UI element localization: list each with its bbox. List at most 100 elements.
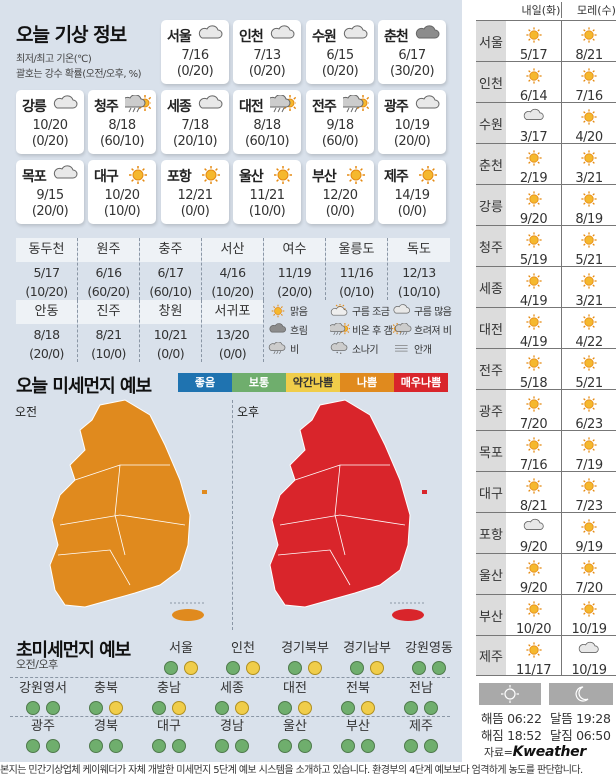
moon-icon <box>575 686 589 702</box>
sun-icon <box>419 166 437 184</box>
city-name: 세종 <box>476 267 506 307</box>
forecast-row: 포항 9/20 9/19 <box>476 512 616 555</box>
pm25-region: 대전 <box>262 680 328 715</box>
moonrise: 달뜸 19:28 <box>550 711 611 726</box>
city-temp: 7/13 <box>253 48 281 63</box>
city-temp: 6/15 <box>326 48 354 63</box>
dark-cloud-icon <box>415 25 440 39</box>
sun-icon <box>202 166 220 184</box>
scale-2: 약간나쁨 <box>286 373 340 392</box>
am-dot <box>26 701 40 715</box>
pm-dot <box>172 701 186 715</box>
city-rain: (0/20) <box>31 134 69 149</box>
sun-outline-icon <box>501 685 519 703</box>
am-dot <box>152 739 166 753</box>
rain-then-clear-icon <box>266 94 298 113</box>
am-dot <box>226 661 240 675</box>
pm25-region: 강원영서 <box>10 680 76 715</box>
city-temp: 9/18 <box>326 118 354 133</box>
forecast-row: 춘천 2/19 3/21 <box>476 143 616 186</box>
am-dot <box>215 701 229 715</box>
am-dot <box>278 739 292 753</box>
pm25-region: 제주 <box>388 718 454 753</box>
am-dot <box>278 701 292 715</box>
city-rain: (0/20) <box>321 64 359 79</box>
sun-icon <box>525 68 542 84</box>
scale-0: 좋음 <box>178 373 232 392</box>
city-name: 청주 <box>94 99 119 115</box>
scale-3: 나쁨 <box>340 373 394 392</box>
city-name: 포항 <box>167 169 192 185</box>
table-cell: 서귀포 13/20 (0/0) <box>202 300 264 362</box>
legend-label: 소나기 <box>352 345 379 356</box>
city-card: 포항 12/21 (0/0) <box>161 160 229 224</box>
dayafter-header: 모레(수) <box>561 2 616 18</box>
city-name: 강릉 <box>22 99 47 115</box>
pm25-title: 초미세먼지 예보 <box>16 640 131 661</box>
city-temp: 11/19 <box>277 265 312 280</box>
city-name: 울산 <box>239 169 264 185</box>
cloud-icon <box>53 165 78 179</box>
city-temp: 8/21 <box>95 327 122 342</box>
cloud-icon <box>198 95 223 109</box>
shower-icon <box>330 341 348 354</box>
fog-icon <box>395 344 408 351</box>
city-card: 대구 10/20 (10/0) <box>88 160 156 224</box>
ulleungdo <box>422 490 427 494</box>
tomorrow-temp: 8/21 <box>519 499 548 514</box>
city-name: 대전 <box>476 308 506 348</box>
city-temp: 9/15 <box>36 188 64 203</box>
sun-icon <box>581 109 597 125</box>
city-name: 포항 <box>476 513 506 553</box>
kweather-logo: Kweather <box>512 744 587 760</box>
pm25-region: 세종 <box>199 680 265 715</box>
clear-then-rain-icon <box>392 322 412 335</box>
tomorrow-temp: 3/17 <box>519 130 548 145</box>
pm25-region: 울산 <box>262 718 328 753</box>
am-dot <box>164 661 178 675</box>
city-card: 강릉 10/20 (0/20) <box>16 90 84 154</box>
sun-icon <box>581 396 597 412</box>
city-card: 춘천 6/17 (30/20) <box>378 20 446 84</box>
city-name: 창원 <box>140 300 201 324</box>
city-rain: (0/20) <box>176 64 214 79</box>
dayafter-temp: 4/20 <box>575 130 603 145</box>
region-name: 세종 <box>220 681 244 696</box>
city-name: 서울 <box>167 29 192 45</box>
dayafter-temp: 5/21 <box>575 253 603 268</box>
city-temp: 10/20 <box>32 118 68 133</box>
pm25-region: 경기남부 <box>334 640 400 675</box>
table-cell: 독도 12/13 (10/10) <box>388 238 450 300</box>
sun-icon <box>581 601 597 617</box>
pm25-region: 광주 <box>10 718 76 753</box>
city-name: 세종 <box>167 99 192 115</box>
sun-icon <box>581 68 597 84</box>
city-name: 원주 <box>78 238 139 262</box>
sun-box <box>479 683 541 705</box>
am-dot <box>341 739 355 753</box>
region-name: 경남 <box>220 719 244 734</box>
region-name: 강원영서 <box>19 681 67 696</box>
city-name: 독도 <box>388 238 450 262</box>
cloud-icon <box>523 108 544 120</box>
table-cell: 동두천 5/17 (10/20) <box>16 238 78 300</box>
sun-icon <box>581 355 597 371</box>
cloud-icon <box>393 303 410 313</box>
moonset: 달짐 06:50 <box>550 728 611 743</box>
legend-item: 흐려져 비 <box>392 322 452 337</box>
city-name: 전주 <box>476 349 506 389</box>
city-temp: 14/19 <box>394 188 430 203</box>
dayafter-temp: 8/19 <box>575 212 603 227</box>
city-card: 울산 11/21 (10/0) <box>233 160 301 224</box>
pm-dot <box>184 661 198 675</box>
note-rain: 괄호는 강수 확률(오전/오후, %) <box>16 69 142 80</box>
region-name: 강원영동 <box>405 641 453 656</box>
pm10-scale: 좋음 보통 약간나쁨 나쁨 매우나쁨 <box>178 373 448 392</box>
city-name: 강릉 <box>476 185 506 225</box>
city-rain: (20/0) <box>29 346 64 361</box>
city-rain: (10/0) <box>103 204 141 219</box>
pm-dot <box>46 701 60 715</box>
tomorrow-temp: 6/14 <box>519 89 548 104</box>
city-name: 인천 <box>239 29 264 45</box>
forecast-row: 세종 4/19 3/21 <box>476 266 616 309</box>
